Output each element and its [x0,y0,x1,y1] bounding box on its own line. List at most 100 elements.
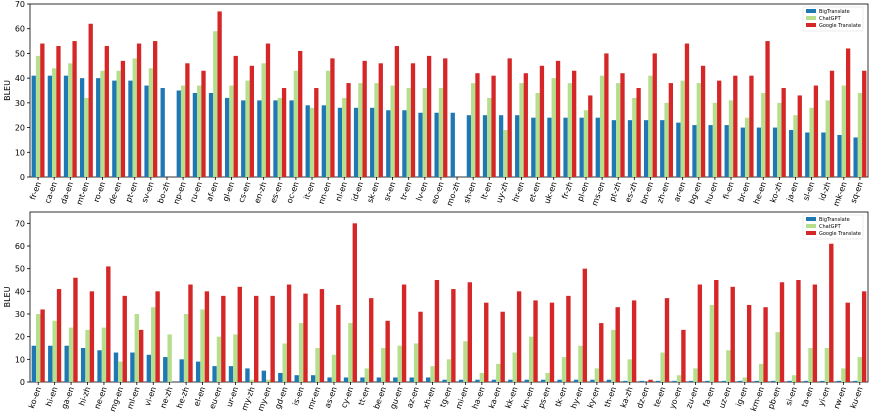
bar [793,115,798,177]
bar [233,334,238,382]
y-tick-label: 70 [15,219,25,228]
y-tick-label: 60 [15,25,25,34]
y-tick-label: 0 [20,173,25,182]
bar [353,107,359,177]
bar [212,366,217,382]
bar [163,357,168,382]
x-tick-label: id-zh [817,181,832,202]
bar [862,70,867,177]
x-tick-label: pt-en [124,181,140,204]
y-tick-label: 40 [15,74,25,83]
bar [360,377,365,382]
x-tick-label: te-en [652,386,668,409]
x-tick-label: hu-en [703,181,719,206]
bar [733,75,738,177]
x-tick-label: ar-en [672,181,687,203]
x-tick-label: da-en [59,181,75,206]
bar [458,379,464,382]
bar [523,73,528,177]
bar [369,298,374,382]
bar [475,73,480,177]
bar [331,354,337,382]
bar [620,73,625,177]
x-tick-label: yo-en [668,386,684,410]
bar [648,75,653,177]
bar [132,58,137,177]
bar [512,352,517,382]
bar [648,379,653,382]
x-tick-label: xh-en [421,386,437,410]
bar [315,348,320,382]
x-tick-label: mi-en [454,386,470,411]
legend-label: Google Translate [819,23,861,29]
bar [337,107,343,177]
bar [406,88,411,177]
bar [761,92,766,177]
bar [693,368,698,382]
bar [52,320,57,382]
bar [245,368,250,382]
bar [430,366,435,382]
bar [422,88,427,177]
y-tick-label: 70 [15,0,25,9]
x-tick-label: id-en [350,181,365,203]
bar [696,83,701,177]
x-tick-label: ko-zh [768,181,784,204]
bar [358,83,363,177]
bar [709,304,715,382]
bar [176,90,181,177]
bar [561,357,567,382]
legend-label: ChatGPT [819,16,842,22]
bar [113,352,119,382]
x-tick-label: fa-en [701,386,717,408]
bar [845,48,851,177]
x-tick-label: hr-en [511,181,527,204]
bar [48,345,53,382]
bar [192,92,198,177]
bar [151,307,156,382]
bar [294,375,299,382]
x-tick-label: ky-en [586,386,602,410]
bar [730,286,735,382]
y-tick-label: 10 [15,148,25,157]
bar [684,43,690,177]
bar [443,58,448,177]
bar [68,327,74,382]
bar [845,302,850,382]
x-tick-label: sh-en [462,181,478,205]
bar [528,336,534,382]
bar [519,83,524,177]
bar [611,120,617,177]
bar [551,78,556,177]
bar [451,289,456,382]
bar [579,117,584,177]
bar [789,130,794,177]
bar [563,117,568,177]
x-tick-label: ta-en [800,386,816,409]
bar [664,102,669,177]
bar [293,70,299,177]
bar [228,366,234,382]
bar [672,380,677,382]
x-tick-label: ig-en [734,386,749,408]
bar [857,357,862,382]
x-tick-label: ne-en [93,386,109,411]
bar [116,70,121,177]
x-tick-label: ku-en [849,386,865,410]
bar [479,372,485,382]
bar [85,329,90,382]
bar [278,372,283,382]
bar [796,280,801,382]
x-tick-label: oc-en [285,181,301,205]
bar [749,75,754,177]
bar [413,343,419,382]
bar [402,110,407,177]
bar [120,60,126,177]
legend-swatch [806,224,816,228]
legend-swatch [806,23,816,27]
bar [467,282,473,382]
bar [229,85,234,177]
bar [515,115,520,177]
bar [660,352,665,382]
bar [394,46,400,178]
